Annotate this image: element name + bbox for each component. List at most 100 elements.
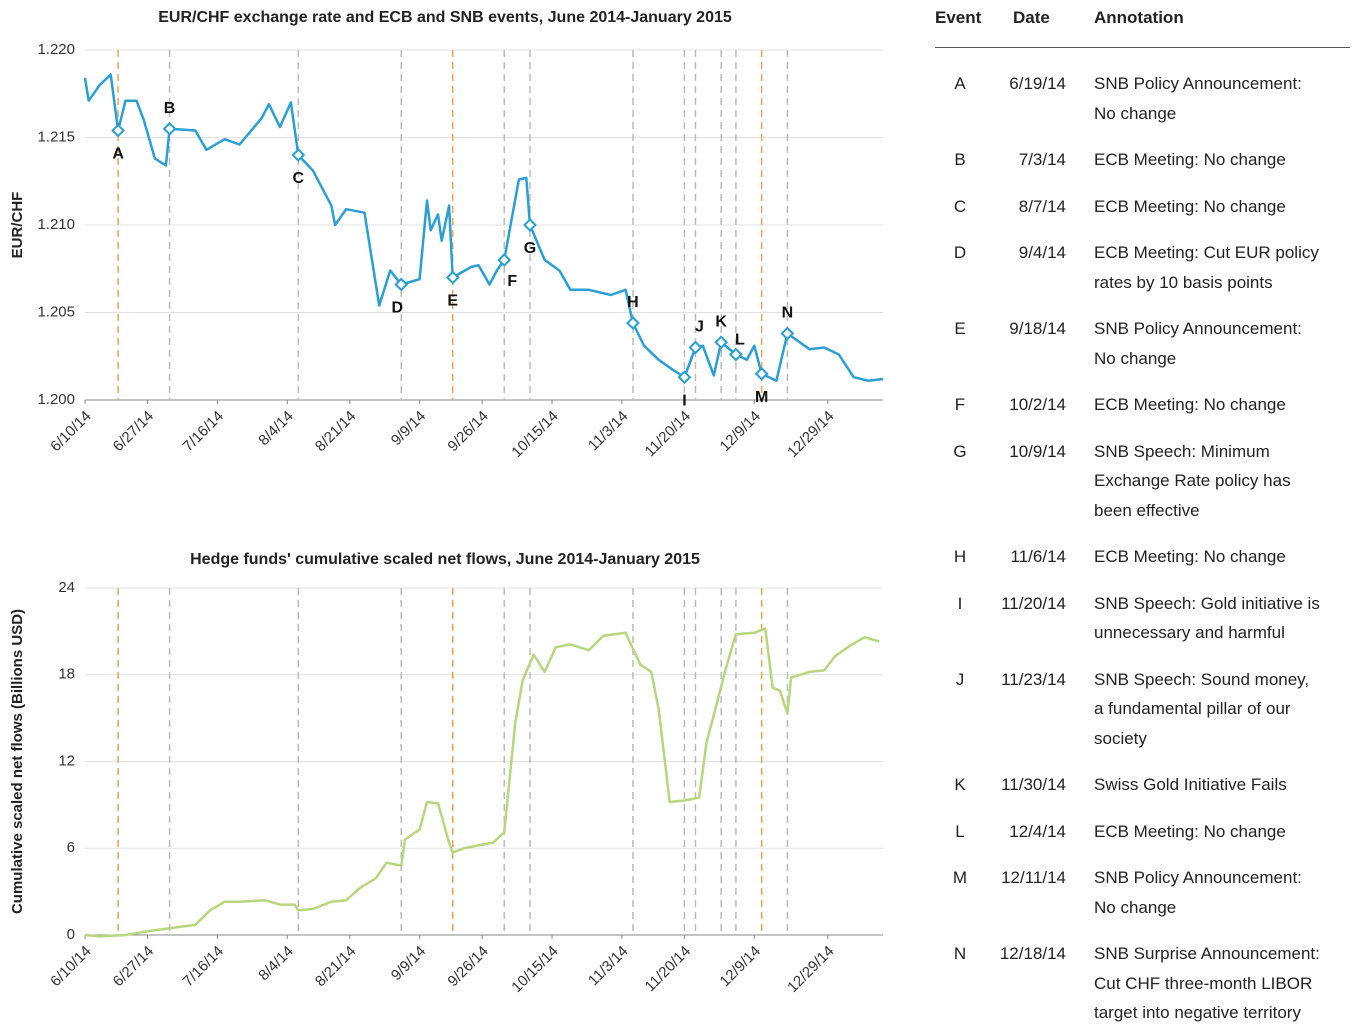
series-line [83, 73, 884, 382]
y-tick-label: 1.215 [37, 128, 75, 145]
x-tick-label: 11/3/14 [585, 408, 632, 455]
y-tick-label: 1.220 [37, 41, 75, 58]
x-tick-label: 6/27/14 [110, 943, 157, 990]
event-marker [677, 370, 692, 385]
annotation-line: ECB Meeting: Cut EUR policy [1094, 243, 1319, 262]
date-cell: 8/7/14 [1018, 196, 1066, 216]
y-tick-label: 6 [67, 839, 75, 856]
event-label: L [735, 332, 745, 349]
x-tick-label: 9/9/14 [388, 943, 430, 985]
column-header: Event [935, 8, 982, 27]
annotation-line: ECB Meeting: No change [1094, 150, 1286, 169]
date-cell: 10/2/14 [1009, 395, 1066, 414]
date-cell: 9/18/14 [1009, 319, 1066, 338]
event-label: D [391, 300, 403, 317]
event-cell: C [953, 196, 967, 216]
annotation-line: Exchange Rate policy has [1094, 471, 1291, 490]
event-cell: J [955, 669, 965, 689]
annotation-line: SNB Speech: Minimum [1094, 441, 1270, 461]
date-cell: 11/30/14 [1001, 775, 1066, 794]
event-cell: E [954, 319, 966, 338]
header-rule [935, 47, 1350, 48]
y-tick-label: 0 [67, 926, 75, 943]
x-tick-label: 7/16/14 [180, 408, 227, 455]
charts: EUR/CHF exchange rate and ECB and SNB ev… [9, 9, 884, 996]
annotation-line: unnecessary and harmful [1094, 623, 1285, 642]
y-axis-label: Cumulative scaled net flows (Billions US… [9, 609, 26, 914]
event-marker [445, 270, 460, 285]
event-label: F [507, 273, 517, 290]
date-cell: 12/4/14 [1009, 821, 1066, 841]
annotation-line: SNB Speech: Sound money, [1094, 669, 1310, 689]
x-tick-label: 12/29/14 [784, 408, 837, 461]
annotation-line: ECB Meeting: No change [1094, 821, 1286, 841]
event-marker [523, 218, 537, 232]
event-cell: N [953, 944, 967, 963]
event-label: G [524, 240, 536, 257]
event-cell: A [954, 74, 966, 93]
event-cell: F [954, 395, 966, 414]
annotation-line: ECB Meeting: No change [1094, 395, 1286, 414]
event-cell: L [955, 821, 965, 841]
date-cell: 11/20/14 [1001, 593, 1066, 613]
y-tick-label: 1.200 [37, 391, 75, 408]
date-cell: 11/23/14 [1001, 669, 1066, 689]
annotation-line: society [1094, 728, 1147, 748]
event-marker [291, 148, 306, 162]
x-tick-label: 6/10/14 [47, 943, 94, 990]
event-cell: I [957, 593, 963, 613]
event-label: E [447, 293, 458, 310]
x-tick-label: 9/9/14 [388, 408, 430, 450]
x-tick-label: 6/10/14 [47, 408, 94, 455]
y-tick-label: 24 [58, 579, 75, 596]
event-table: Event Date Annotation A 6/19/14 SNB Policy An… [935, 0, 1355, 1027]
annotation-line: been effective [1094, 500, 1200, 520]
annotation-line: SNB Policy Announcement: [1094, 319, 1302, 338]
event-label: K [715, 313, 727, 330]
event-cell: B [954, 150, 966, 169]
x-tick-label: 9/26/14 [444, 408, 491, 455]
annotation-line: No change [1094, 897, 1177, 917]
event-cell: G [953, 441, 967, 461]
x-tick-label: 8/4/14 [255, 408, 297, 450]
x-tick-label: 10/15/14 [508, 943, 561, 996]
date-cell: 10/9/14 [1009, 441, 1066, 461]
x-tick-label: 7/16/14 [180, 943, 227, 990]
annotation-line: target into negative territory [1094, 1003, 1301, 1022]
chart-title: EUR/CHF exchange rate and ECB and SNB ev… [158, 9, 732, 26]
event-marker [497, 253, 512, 267]
date-cell: 6/19/14 [1009, 74, 1066, 93]
x-tick-label: 8/21/14 [312, 943, 359, 990]
annotation-line: SNB Speech: Gold initiative is [1094, 593, 1320, 613]
y-axis-label: EUR/CHF [9, 192, 26, 259]
event-label: N [782, 305, 794, 322]
event-marker [111, 123, 126, 138]
event-label: C [293, 170, 305, 187]
event-cell: K [954, 775, 966, 794]
event-label: I [682, 392, 686, 409]
event-marker [394, 277, 409, 292]
event-label: M [755, 389, 768, 406]
annotation-line: a fundamental pillar of our [1094, 699, 1291, 718]
annotation-line: ECB Meeting: No change [1094, 196, 1286, 216]
event-label: A [112, 146, 124, 163]
x-tick-label: 6/27/14 [110, 408, 157, 455]
date-cell: 12/11/14 [1001, 868, 1066, 887]
annotation-line: ECB Meeting: No change [1094, 547, 1286, 566]
annotation-line: Swiss Gold Initiative Fails [1094, 775, 1287, 794]
event-label: H [627, 294, 639, 311]
column-header: Date [1013, 8, 1050, 27]
y-tick-label: 12 [58, 752, 75, 769]
event-label: J [695, 319, 704, 336]
event-label: B [164, 100, 176, 117]
annotation-line: SNB Policy Announcement: [1094, 74, 1302, 93]
annotation-line: Cut CHF three-month LIBOR [1094, 973, 1313, 993]
event-cell: H [953, 547, 967, 566]
x-tick-label: 9/26/14 [444, 943, 491, 990]
series-line [84, 627, 880, 938]
y-tick-label: 18 [58, 666, 75, 683]
x-tick-label: 10/15/14 [508, 408, 561, 461]
x-tick-label: 11/20/14 [642, 943, 695, 996]
x-tick-label: 12/29/14 [784, 943, 837, 996]
annotation-line: SNB Policy Announcement: [1094, 868, 1302, 887]
